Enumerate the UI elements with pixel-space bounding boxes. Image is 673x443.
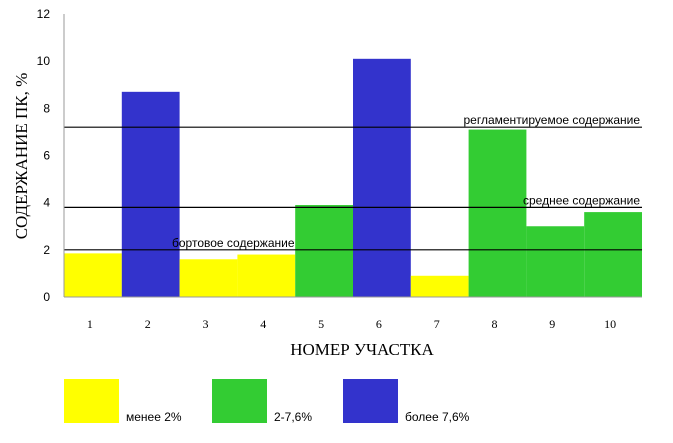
y-tick-label: 0 [43, 290, 50, 304]
x-tick-label: 1 [87, 317, 93, 331]
bar-4 [237, 254, 296, 297]
y-tick-label: 2 [43, 243, 50, 257]
x-tick-label: 8 [492, 317, 498, 331]
x-tick-label: 10 [604, 317, 616, 331]
y-ticks-group: 0 2 4 6 8 10 12 [37, 7, 51, 304]
legend-label-1: менее 2% [126, 410, 182, 424]
x-ticks-group: 1 2 3 4 5 6 7 8 9 10 [87, 317, 616, 331]
legend-label-3: более 7,6% [405, 410, 470, 424]
bar-6 [353, 58, 411, 297]
reference-line-label-2: среднее содержание [523, 193, 640, 207]
x-tick-label: 4 [260, 317, 266, 331]
reference-line-label-1: регламентируемое содержание [464, 113, 641, 127]
bar-7 [410, 275, 469, 297]
x-tick-label: 7 [434, 317, 440, 331]
x-axis-title: НОМЕР УЧАСТКА [290, 340, 434, 359]
bar-10 [584, 212, 642, 297]
y-tick-label: 6 [43, 149, 50, 163]
bar-1 [64, 253, 122, 297]
x-tick-label: 5 [318, 317, 324, 331]
reference-line-label-3: бортовое содержание [172, 236, 295, 250]
legend: менее 2% 2-7,6% более 7,6% [64, 379, 470, 424]
bar-9 [526, 226, 585, 297]
legend-swatch-2 [212, 379, 267, 423]
y-tick-label: 10 [37, 54, 51, 68]
y-axis-title: СОДЕРЖАНИЕ ПК, % [12, 73, 31, 240]
x-tick-label: 6 [376, 317, 382, 331]
bar-3 [179, 259, 238, 297]
bars-group [64, 58, 642, 297]
legend-label-2: 2-7,6% [274, 410, 312, 424]
legend-swatch-1 [64, 379, 119, 423]
reference-lines-group: регламентируемое содержание среднее содер… [64, 113, 642, 251]
legend-swatch-3 [343, 379, 398, 423]
x-tick-label: 2 [145, 317, 151, 331]
x-tick-label: 3 [203, 317, 209, 331]
bar-8 [468, 129, 527, 297]
bar-5 [295, 205, 353, 297]
x-tick-label: 9 [549, 317, 555, 331]
y-tick-label: 8 [43, 101, 50, 115]
bar-2 [121, 91, 180, 297]
y-tick-label: 4 [43, 196, 50, 210]
y-tick-label: 12 [37, 7, 51, 21]
